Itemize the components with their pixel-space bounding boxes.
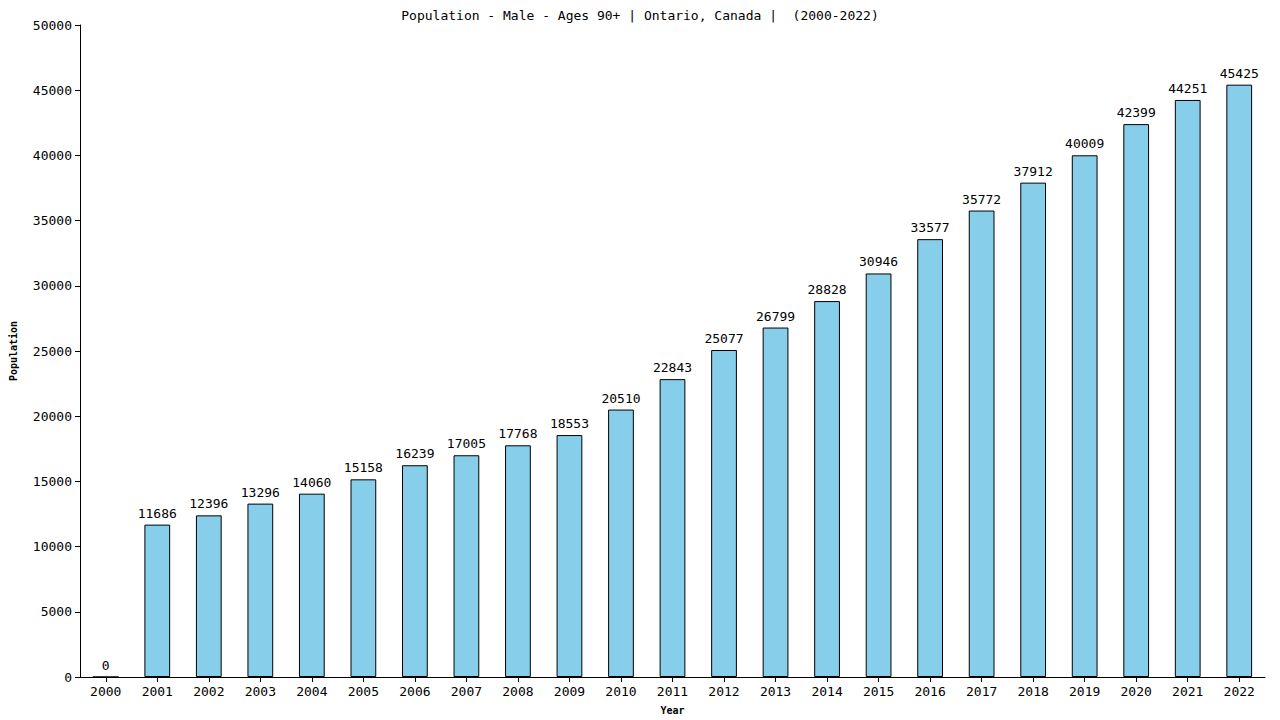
svg-text:16239: 16239 — [395, 446, 434, 461]
svg-text:2013: 2013 — [760, 684, 791, 699]
svg-text:2017: 2017 — [966, 684, 997, 699]
svg-text:2018: 2018 — [1017, 684, 1048, 699]
svg-text:44251: 44251 — [1168, 81, 1207, 96]
svg-text:2016: 2016 — [914, 684, 945, 699]
svg-text:2000: 2000 — [90, 684, 121, 699]
svg-text:2005: 2005 — [348, 684, 379, 699]
svg-text:2012: 2012 — [708, 684, 739, 699]
svg-text:26799: 26799 — [756, 309, 795, 324]
svg-text:2020: 2020 — [1121, 684, 1152, 699]
svg-text:2015: 2015 — [863, 684, 894, 699]
svg-text:45000: 45000 — [33, 83, 72, 98]
svg-text:18553: 18553 — [550, 416, 589, 431]
svg-text:25077: 25077 — [704, 331, 743, 346]
svg-text:2009: 2009 — [554, 684, 585, 699]
svg-text:0: 0 — [64, 670, 72, 685]
svg-text:15158: 15158 — [344, 460, 383, 475]
svg-text:30000: 30000 — [33, 278, 72, 293]
svg-text:Population: Population — [8, 321, 19, 381]
svg-text:35772: 35772 — [962, 192, 1001, 207]
svg-text:20000: 20000 — [33, 409, 72, 424]
svg-text:10000: 10000 — [33, 539, 72, 554]
svg-text:2022: 2022 — [1224, 684, 1255, 699]
svg-text:28828: 28828 — [807, 282, 846, 297]
svg-text:17005: 17005 — [447, 436, 486, 451]
svg-text:11686: 11686 — [138, 506, 177, 521]
svg-text:2021: 2021 — [1172, 684, 1203, 699]
svg-text:30946: 30946 — [859, 254, 898, 269]
svg-text:50000: 50000 — [33, 18, 72, 33]
svg-text:2010: 2010 — [605, 684, 636, 699]
svg-text:45425: 45425 — [1220, 66, 1259, 81]
svg-text:13296: 13296 — [241, 485, 280, 500]
svg-text:2008: 2008 — [502, 684, 533, 699]
svg-text:2014: 2014 — [811, 684, 842, 699]
svg-text:0: 0 — [102, 658, 110, 673]
svg-text:12396: 12396 — [189, 496, 228, 511]
svg-text:37912: 37912 — [1014, 164, 1053, 179]
svg-text:14060: 14060 — [292, 475, 331, 490]
svg-text:35000: 35000 — [33, 213, 72, 228]
svg-text:2002: 2002 — [193, 684, 224, 699]
svg-text:42399: 42399 — [1117, 105, 1156, 120]
svg-text:2001: 2001 — [142, 684, 173, 699]
svg-text:Population - Male - Ages 90+ |: Population - Male - Ages 90+ | Ontario, … — [401, 8, 878, 23]
svg-text:33577: 33577 — [911, 220, 950, 235]
svg-text:40009: 40009 — [1065, 136, 1104, 151]
svg-text:20510: 20510 — [601, 391, 640, 406]
svg-text:Year: Year — [660, 705, 684, 716]
svg-text:2004: 2004 — [296, 684, 327, 699]
svg-text:22843: 22843 — [653, 360, 692, 375]
svg-text:2011: 2011 — [657, 684, 688, 699]
svg-text:15000: 15000 — [33, 474, 72, 489]
svg-text:2006: 2006 — [399, 684, 430, 699]
svg-text:25000: 25000 — [33, 344, 72, 359]
svg-text:2019: 2019 — [1069, 684, 1100, 699]
svg-text:2003: 2003 — [245, 684, 276, 699]
svg-text:5000: 5000 — [41, 604, 72, 619]
svg-text:40000: 40000 — [33, 148, 72, 163]
svg-text:2007: 2007 — [451, 684, 482, 699]
svg-text:17768: 17768 — [498, 426, 537, 441]
